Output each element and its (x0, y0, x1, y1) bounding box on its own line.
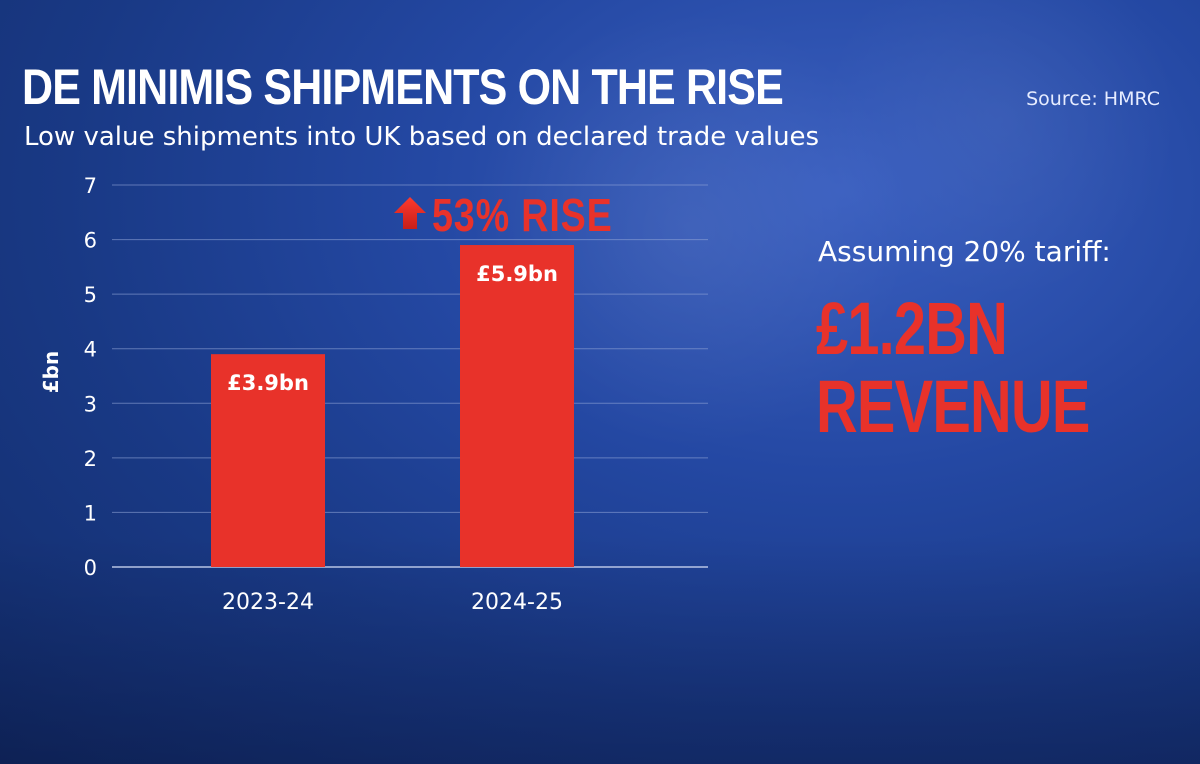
source-label: Source: HMRC (1026, 88, 1160, 110)
y-tick-label: 7 (84, 174, 97, 198)
y-tick-label: 6 (84, 229, 97, 253)
y-tick-label: 2 (84, 447, 97, 471)
bar-value-label: £3.9bn (227, 371, 309, 395)
y-tick-label: 4 (84, 338, 97, 362)
gridlines (112, 184, 708, 568)
y-tick-label: 0 (84, 556, 97, 580)
bars: £3.9bn £5.9bn (211, 245, 574, 567)
y-tick-label: 1 (84, 501, 97, 525)
chart-title: DE MINIMIS SHIPMENTS ON THE RISE (22, 59, 784, 115)
revenue-label: REVENUE (816, 365, 1090, 448)
y-tick-label: 5 (84, 283, 97, 307)
bar-2024-25 (460, 245, 574, 567)
bar-value-label: £5.9bn (476, 262, 558, 286)
chart-subtitle: Low value shipments into UK based on dec… (24, 122, 820, 152)
arrow-up-icon (394, 197, 426, 229)
x-axis-ticks: 2023-24 2024-25 (222, 590, 563, 615)
x-tick-label: 2024-25 (471, 590, 563, 615)
x-tick-label: 2023-24 (222, 590, 314, 615)
rise-callout: 53% RISE (392, 188, 652, 242)
y-tick-label: 3 (84, 392, 97, 416)
revenue-amount: £1.2BN (816, 287, 1008, 370)
rise-label: 53% RISE (432, 189, 613, 241)
bar-2023-24 (211, 354, 325, 567)
y-axis-ticks: 0 1 2 3 4 5 6 7 (84, 174, 97, 580)
y-axis-label: £bn (39, 351, 63, 393)
tariff-note: Assuming 20% tariff: (818, 235, 1111, 268)
